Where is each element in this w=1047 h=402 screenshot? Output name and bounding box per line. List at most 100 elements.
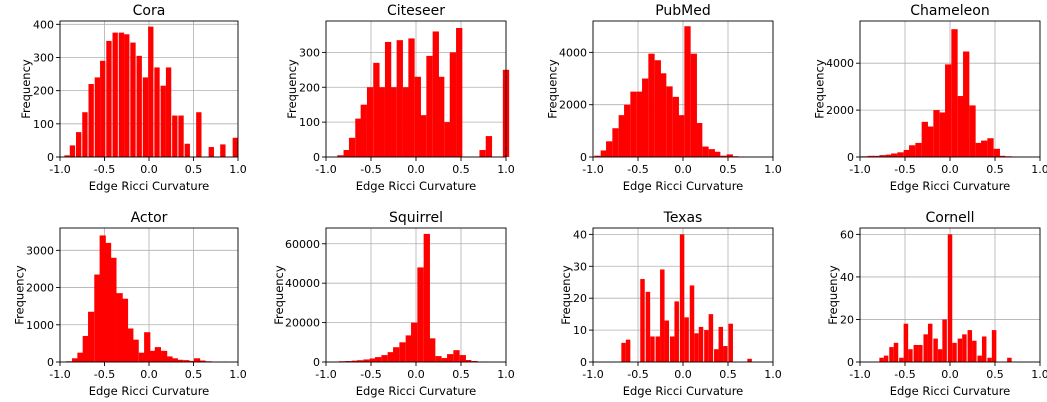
histogram-bar [594, 155, 601, 157]
histogram-bar [624, 104, 631, 157]
x-tick-label: -0.5 [627, 163, 648, 176]
histogram-bar [132, 339, 139, 362]
histogram-bar [918, 344, 923, 362]
y-tick-label: 2000 [826, 104, 854, 117]
histogram-bar [645, 291, 651, 362]
histogram-bar [456, 27, 463, 157]
histogram-bar [130, 42, 136, 157]
histogram-bar [94, 274, 101, 362]
x-tick-label: -0.5 [360, 368, 381, 381]
y-tick-label: 0 [580, 356, 587, 369]
y-tick-label: 0 [313, 356, 320, 369]
histogram-bar [161, 350, 168, 362]
x-tick-label: -1.0 [849, 163, 870, 176]
histogram-bar [987, 357, 992, 362]
y-tick-label: 30 [573, 260, 587, 273]
histogram-bar [933, 110, 940, 157]
x-axis-label: Edge Ricci Curvature [89, 384, 210, 398]
histogram-bar [952, 342, 957, 362]
histogram-bar [889, 347, 894, 362]
y-tick-label: 1000 [26, 319, 54, 332]
histogram-bar [993, 148, 1000, 157]
histogram-bar [654, 60, 661, 157]
histogram-bar [962, 334, 967, 362]
histogram-bar [957, 96, 964, 157]
histogram-bar [384, 41, 392, 157]
histogram-bar [373, 62, 380, 157]
x-tick-label: 0.5 [452, 368, 470, 381]
y-tick-label: 40 [840, 271, 854, 284]
x-tick-label: 1.0 [764, 163, 782, 176]
histogram-bar [600, 150, 607, 157]
histogram-bar [72, 358, 79, 362]
histogram-bar [357, 360, 364, 362]
histogram-bar [381, 355, 388, 362]
histogram-bar [414, 76, 421, 157]
x-tick-label: 0.5 [986, 163, 1004, 176]
subplot-citeseer: -1.0 -0.5 0.0 0.5 1.0 0 100 200 300 Citeseer Edge … [285, 3, 515, 193]
histogram-bar [942, 319, 947, 362]
histogram-bar [747, 358, 752, 362]
x-axis-label: Edge Ricci Curvature [890, 384, 1011, 398]
histogram-bar [669, 336, 675, 362]
histogram-bar [417, 267, 424, 362]
histogram-bar [642, 78, 649, 157]
y-axis-label: Frequency [272, 265, 286, 325]
x-tick-label: 1.0 [497, 163, 515, 176]
histogram-bar [420, 115, 427, 157]
histogram-bar [127, 328, 134, 362]
histogram-bar [172, 115, 178, 157]
x-tick-label: 1.0 [497, 368, 515, 381]
x-tick-label: 0.0 [941, 368, 959, 381]
histogram-bar [387, 352, 394, 362]
histogram-bar [343, 150, 350, 157]
histogram-bar [975, 142, 982, 157]
histogram-bar [933, 338, 938, 362]
histogram-bar [154, 347, 162, 362]
histogram-bar [426, 55, 433, 157]
histogram-bar [178, 115, 184, 157]
histogram-bar [606, 141, 613, 157]
histogram-bar [967, 330, 973, 362]
histogram-bar [694, 333, 699, 362]
histogram-bar [937, 349, 943, 362]
histogram-bar [351, 360, 358, 362]
histogram-bar [110, 257, 117, 362]
histogram-bar [106, 40, 112, 158]
histogram-bar [124, 34, 130, 157]
x-tick-label: 1.0 [1031, 368, 1047, 381]
histogram-bar [672, 96, 679, 157]
histogram-bar [915, 142, 922, 157]
y-axis-label: Frequency [19, 59, 33, 119]
y-tick-label: 0 [47, 151, 54, 164]
x-tick-label: 0.5 [185, 368, 203, 381]
histogram-bar [177, 359, 184, 362]
y-tick-label: 300 [299, 46, 320, 59]
subplot-chameleon: -1.0 -0.5 0.0 0.5 1.0 0 2000 4000 Chameleon Edge … [813, 3, 1047, 193]
subplot-texas: -1.0 -0.5 0.0 0.5 1.0 0 10 20 30 40 Texas Edge Ricc… [559, 210, 782, 398]
x-tick-label: 0.0 [407, 368, 425, 381]
histogram-bar [402, 87, 410, 157]
histogram-bar [471, 361, 478, 362]
histogram-bar [704, 330, 709, 362]
histogram-bar [718, 326, 724, 362]
histogram-bar [1007, 357, 1012, 362]
histogram-bar [689, 285, 695, 362]
histogram-bar [438, 76, 445, 157]
histogram-bar [77, 352, 84, 362]
histogram-bar [136, 55, 142, 157]
histogram-bar [337, 155, 344, 157]
histogram-bar [459, 355, 466, 362]
histogram-bar [621, 342, 626, 362]
y-tick-label: 20 [840, 313, 854, 326]
y-tick-label: 2000 [26, 282, 54, 295]
histogram-bar [726, 154, 733, 157]
subplot-title: Chameleon [910, 3, 989, 19]
histogram-bar [981, 140, 988, 157]
y-axis-label: Frequency [546, 59, 560, 119]
x-tick-label: 1.0 [764, 368, 782, 381]
x-tick-label: 0.5 [719, 368, 737, 381]
histogram-bar [655, 336, 661, 362]
histogram-bar [363, 359, 370, 362]
x-axis-label: Edge Ricci Curvature [89, 179, 210, 193]
